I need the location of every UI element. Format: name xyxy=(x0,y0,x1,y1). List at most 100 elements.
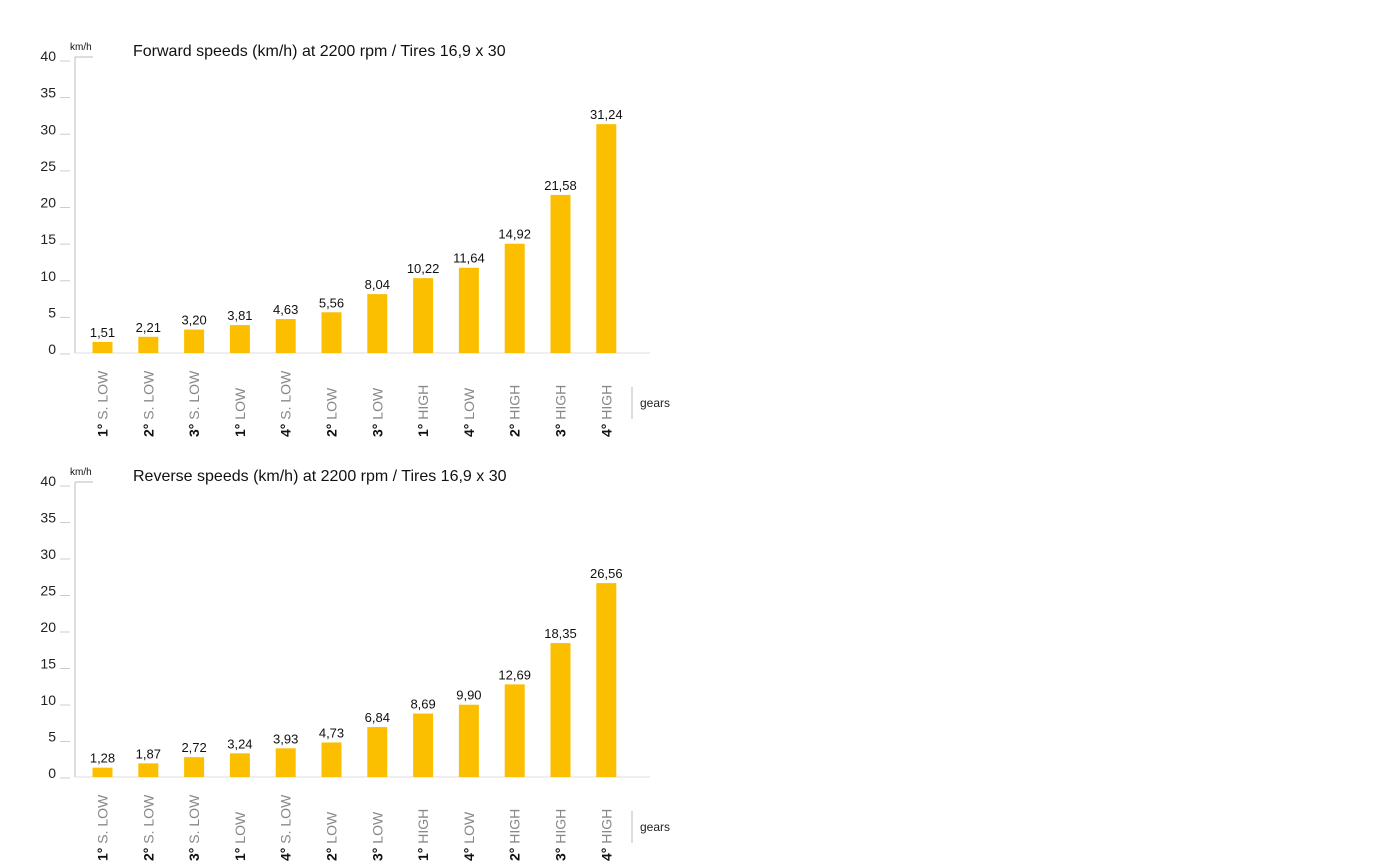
category-range: LOW xyxy=(324,811,340,848)
bar xyxy=(367,294,388,353)
category-range: S. LOW xyxy=(95,370,111,424)
category-range: LOW xyxy=(461,811,477,848)
data-label: 8,04 xyxy=(365,277,390,292)
y-tick-label: 40 xyxy=(40,473,56,489)
category-range: LOW xyxy=(369,387,385,424)
category-range: HIGH xyxy=(415,809,431,848)
category-range: LOW xyxy=(324,387,340,424)
bar xyxy=(138,763,159,777)
y-tick-label: 40 xyxy=(40,48,56,64)
x-axis-label: gears xyxy=(640,396,670,410)
y-tick-label: 10 xyxy=(40,268,56,284)
y-tick-label: 25 xyxy=(40,583,56,599)
y-tick-label: 15 xyxy=(40,231,56,247)
category-range: S. LOW xyxy=(140,794,156,848)
category-gear-number: 2° xyxy=(324,424,340,437)
data-label: 6,84 xyxy=(365,710,390,725)
y-unit-label: km/h xyxy=(70,42,92,53)
category-gear-number: 4° xyxy=(598,424,614,437)
bar xyxy=(275,319,296,353)
data-label: 12,69 xyxy=(498,667,531,682)
data-label: 1,87 xyxy=(136,746,161,761)
category-gear-number: 4° xyxy=(461,424,477,437)
category-gear-number: 1° xyxy=(415,424,431,437)
bar xyxy=(92,767,113,777)
bar xyxy=(413,278,434,353)
category-range: LOW xyxy=(461,387,477,424)
data-label: 31,24 xyxy=(590,107,623,122)
data-label: 4,73 xyxy=(319,725,344,740)
category-label: 1° S. LOW xyxy=(95,794,111,861)
category-label: 4° HIGH xyxy=(598,385,614,437)
category-gear-number: 1° xyxy=(415,848,431,861)
category-label: 1° LOW xyxy=(232,387,248,437)
category-range: S. LOW xyxy=(95,794,111,848)
category-gear-number: 2° xyxy=(140,424,156,437)
bar xyxy=(550,194,571,353)
category-gear-number: 4° xyxy=(278,424,294,437)
category-range: S. LOW xyxy=(140,370,156,424)
category-gear-number: 3° xyxy=(553,424,569,437)
y-tick-label: 35 xyxy=(40,85,56,101)
data-label: 3,81 xyxy=(227,308,252,323)
bar xyxy=(184,757,205,777)
data-label: 10,22 xyxy=(407,261,440,276)
reverse-speeds-chart: Reverse speeds (km/h) at 2200 rpm / Tire… xyxy=(40,467,670,861)
category-gear-number: 3° xyxy=(369,848,385,861)
category-gear-number: 3° xyxy=(553,848,569,861)
category-gear-number: 3° xyxy=(369,424,385,437)
y-tick-label: 20 xyxy=(40,619,56,635)
category-range: S. LOW xyxy=(186,794,202,848)
category-gear-number: 3° xyxy=(186,848,202,861)
category-gear-number: 1° xyxy=(95,848,111,861)
category-label: 2° HIGH xyxy=(507,385,523,437)
category-label: 3° LOW xyxy=(369,387,385,437)
bar xyxy=(92,341,113,353)
data-label: 3,24 xyxy=(227,736,252,751)
data-label: 5,56 xyxy=(319,295,344,310)
category-range: S. LOW xyxy=(278,370,294,424)
category-label: 3° HIGH xyxy=(553,809,569,861)
category-label: 3° S. LOW xyxy=(186,794,202,861)
bar xyxy=(138,336,159,353)
data-label: 11,64 xyxy=(453,251,485,266)
category-range: S. LOW xyxy=(186,370,202,424)
y-tick-label: 15 xyxy=(40,656,56,672)
bar xyxy=(229,325,250,353)
data-label: 2,21 xyxy=(136,320,161,335)
bar xyxy=(458,704,479,777)
y-unit-label: km/h xyxy=(70,467,92,478)
bar xyxy=(275,748,296,777)
category-range: S. LOW xyxy=(278,794,294,848)
category-gear-number: 4° xyxy=(598,848,614,861)
data-label: 26,56 xyxy=(590,566,623,581)
category-gear-number: 1° xyxy=(95,424,111,437)
category-gear-number: 1° xyxy=(232,848,248,861)
category-range: HIGH xyxy=(598,385,614,424)
category-range: LOW xyxy=(232,811,248,848)
y-tick-label: 35 xyxy=(40,510,56,526)
category-label: 4° S. LOW xyxy=(278,794,294,861)
data-label: 1,51 xyxy=(90,325,115,340)
category-label: 2° S. LOW xyxy=(140,370,156,437)
category-label: 1° HIGH xyxy=(415,809,431,861)
bar xyxy=(321,312,342,353)
category-label: 2° LOW xyxy=(324,387,340,437)
bar xyxy=(229,753,250,777)
bar xyxy=(321,742,342,777)
category-label: 2° HIGH xyxy=(507,809,523,861)
y-tick-label: 0 xyxy=(48,341,56,357)
bar xyxy=(504,243,525,353)
category-label: 3° S. LOW xyxy=(186,370,202,437)
category-range: HIGH xyxy=(507,809,523,848)
category-label: 1° LOW xyxy=(232,811,248,861)
data-label: 9,90 xyxy=(456,688,481,703)
category-label: 1° HIGH xyxy=(415,385,431,437)
category-range: HIGH xyxy=(415,385,431,424)
chart-title: Forward speeds (km/h) at 2200 rpm / Tire… xyxy=(133,43,506,60)
category-gear-number: 3° xyxy=(186,424,202,437)
bar xyxy=(504,684,525,777)
data-label: 1,28 xyxy=(90,751,115,766)
bar xyxy=(596,124,617,354)
bar xyxy=(596,583,617,777)
